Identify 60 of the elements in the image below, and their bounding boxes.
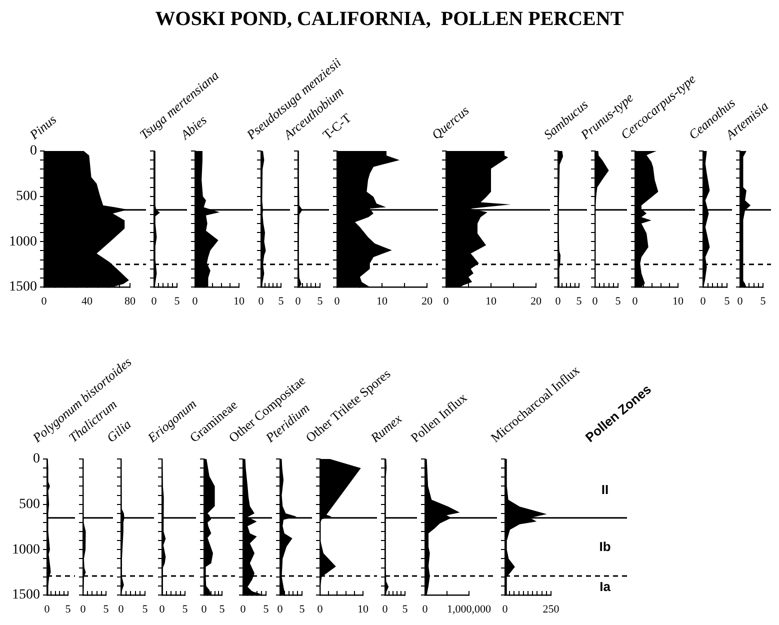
x-tick-label: 40 [82,295,93,308]
x-tick-label: 0 [258,295,264,308]
x-tick-label: 0 [295,295,302,308]
text: Ib [598,539,612,555]
x-tick-label: 0 [502,603,508,616]
x-tick-label: 5 [760,295,766,308]
x-tick-label: 0 [80,603,86,616]
x-tick-label: 5 [103,603,110,616]
x-tick-label: 5 [142,603,148,616]
x-tick-label: 0 [555,295,562,308]
x-tick-label: 0 [422,603,428,616]
x-tick-label: 0 [334,295,340,308]
x-tick-label: 5 [278,295,284,308]
y-tick-label: 1500 [9,280,37,295]
y-tick-label: 500 [19,497,40,512]
x-tick-label: 5 [402,603,408,616]
x-tick-label: 80 [124,295,136,308]
x-tick-label: 5 [182,603,188,616]
x-tick-label: 0 [159,603,166,616]
y-tick-label: 1000 [9,234,37,250]
x-tick-label: 5 [576,295,582,308]
x-tick-label: 5 [615,295,622,308]
x-tick-label: 5 [299,603,306,616]
x-tick-label: 0 [632,295,638,308]
x-tick-label: 0 [192,295,198,308]
x-tick-label: 10 [234,295,245,308]
x-tick-label: 20 [530,295,542,308]
x-tick-label: 10 [486,295,497,308]
x-tick-label: 0 [317,603,324,616]
x-tick-label: 5 [724,295,730,308]
x-tick-label: 0 [201,603,208,616]
x-tick-label: 1,000,000 [447,603,492,616]
x-tick-label: 0 [737,295,744,308]
x-tick-label: 5 [174,295,180,308]
y-tick-label: 1000 [12,542,40,558]
y-tick-label: 0 [33,452,40,467]
x-tick-label: 5 [65,603,72,616]
x-tick-label: 10 [672,295,684,308]
text: Ia [598,579,612,595]
text: WOSKI POND, CALIFORNIA, POLLEN PERCENT [155,8,624,30]
y-tick-label: 500 [16,189,37,204]
x-tick-label: 0 [240,603,246,616]
x-tick-label: 5 [263,603,270,616]
x-tick-label: 5 [317,295,324,308]
x-tick-label: 250 [542,603,560,616]
x-tick-label: 10 [358,603,369,616]
x-tick-label: 0 [118,603,124,616]
x-tick-label: 0 [700,295,706,308]
x-tick-label: 0 [277,603,284,616]
x-tick-label: 0 [592,295,598,308]
x-tick-label: 0 [443,295,450,308]
text: II [600,482,610,498]
x-tick-label: 5 [219,603,226,616]
x-tick-label: 10 [376,295,388,308]
x-tick-label: 20 [422,295,433,308]
x-tick-label: 0 [151,295,158,308]
x-tick-label: 0 [44,603,50,616]
x-tick-label: 0 [382,603,388,616]
y-tick-label: 1500 [12,588,40,603]
y-tick-label: 0 [30,144,37,159]
